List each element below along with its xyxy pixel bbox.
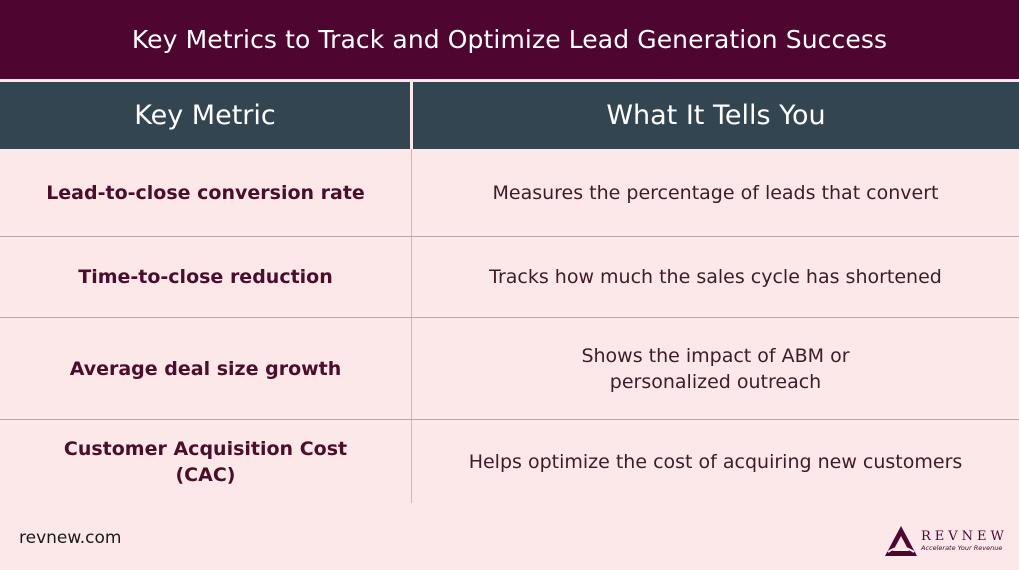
table-row: Average deal size growth Shows the impac… — [0, 318, 1019, 420]
page-title: Key Metrics to Track and Optimize Lead G… — [131, 25, 888, 54]
revnew-logo: REVNEW Accelerate Your Revenue — [884, 524, 1008, 558]
metric-cell: Average deal size growth — [0, 318, 412, 419]
logo-tagline: Accelerate Your Revenue — [921, 543, 1003, 552]
header-what-it-tells-you: What It Tells You — [413, 82, 1019, 149]
table-row: Lead-to-close conversion rate Measures t… — [0, 149, 1019, 237]
description-cell: Helps optimize the cost of acquiring new… — [468, 450, 963, 473]
description-cell: Tracks how much the sales cycle has shor… — [489, 266, 942, 288]
table-header-row: Key Metric What It Tells You — [0, 79, 1019, 149]
table-row: Customer Acquisition Cost (CAC) Helps op… — [0, 420, 1019, 503]
metrics-table: Key Metric What It Tells You Lead-to-clo… — [0, 79, 1019, 503]
table-row: Time-to-close reduction Tracks how much … — [0, 237, 1019, 318]
header-key-metric: Key Metric — [0, 82, 410, 149]
metric-cell: Lead-to-close conversion rate — [0, 149, 412, 236]
footer-url[interactable]: revnew.com — [19, 528, 122, 548]
metric-cell: Time-to-close reduction — [0, 237, 412, 317]
description-cell: Measures the percentage of leads that co… — [492, 181, 939, 204]
logo-name: REVNEW — [921, 528, 1008, 544]
title-bar: Key Metrics to Track and Optimize Lead G… — [0, 0, 1019, 79]
metric-cell: Customer Acquisition Cost (CAC) — [0, 420, 412, 503]
description-cell: Shows the impact of ABM or personalized … — [581, 344, 850, 393]
logo-triangle-icon — [885, 526, 917, 556]
